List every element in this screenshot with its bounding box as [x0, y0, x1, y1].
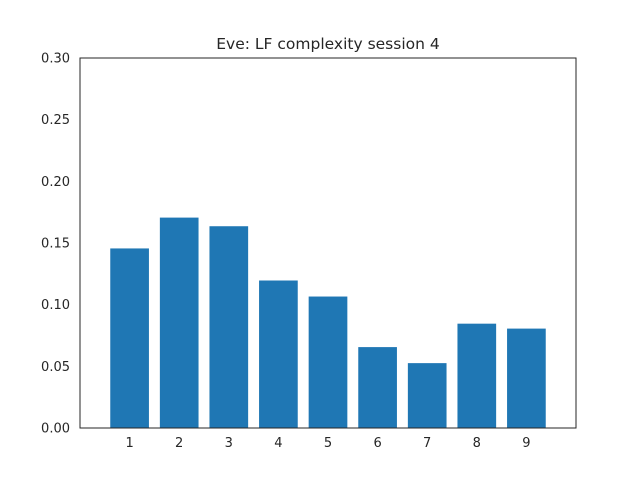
bar-1 — [109, 247, 150, 429]
y-tick-label: 0.25 — [41, 113, 70, 128]
x-tick-label: 3 — [225, 436, 233, 451]
x-axis-ticks: 1 2 3 4 5 6 7 8 9 — [125, 436, 530, 451]
x-tick-label: 1 — [125, 436, 133, 451]
x-tick-label: 2 — [175, 436, 183, 451]
bar-7 — [406, 362, 448, 429]
x-tick-label: 9 — [522, 436, 530, 451]
plot-frame — [79, 57, 577, 429]
x-tick-label: 7 — [423, 436, 431, 451]
bar-3 — [208, 225, 250, 429]
x-tick-label: 5 — [324, 436, 332, 451]
y-tick-label: 0.00 — [41, 422, 70, 437]
bars-group — [109, 216, 547, 429]
y-tick-label: 0.30 — [41, 52, 70, 67]
bar-6 — [357, 346, 398, 429]
bar-9 — [506, 327, 547, 429]
x-tick-label: 4 — [274, 436, 282, 451]
y-axis-ticks: 0.00 0.05 0.10 0.15 0.20 0.25 0.30 — [41, 52, 70, 437]
y-tick-label: 0.20 — [41, 175, 70, 190]
bar-8 — [456, 322, 498, 429]
y-tick-label: 0.05 — [41, 360, 70, 375]
y-tick-label: 0.10 — [41, 298, 70, 313]
y-tick-label: 0.15 — [41, 237, 70, 252]
chart-title: Eve: LF complexity session 4 — [216, 35, 439, 53]
bar-5 — [307, 295, 349, 429]
x-tick-label: 6 — [373, 436, 381, 451]
bar-4 — [258, 279, 299, 429]
x-tick-label: 8 — [473, 436, 481, 451]
bar-2 — [158, 216, 200, 429]
